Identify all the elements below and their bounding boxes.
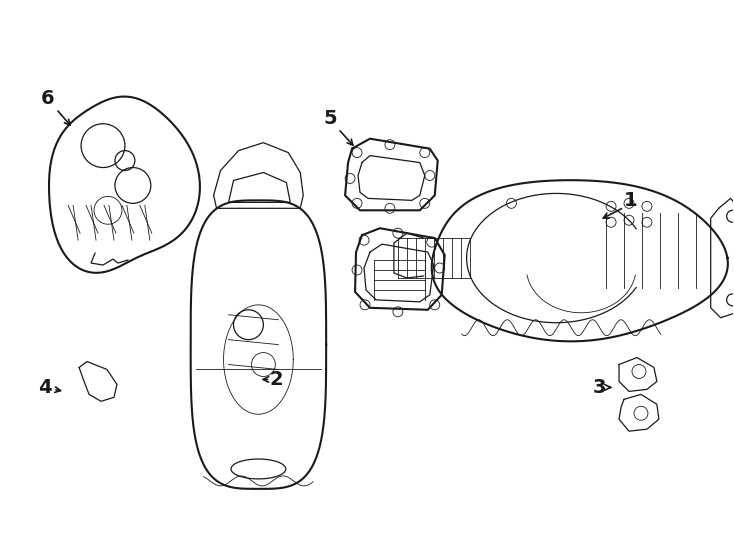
Text: 2: 2 xyxy=(269,370,283,389)
Text: 6: 6 xyxy=(40,90,54,109)
Text: 1: 1 xyxy=(624,191,638,210)
Text: 4: 4 xyxy=(38,378,52,397)
Text: 5: 5 xyxy=(324,109,337,129)
Text: 3: 3 xyxy=(592,378,606,397)
